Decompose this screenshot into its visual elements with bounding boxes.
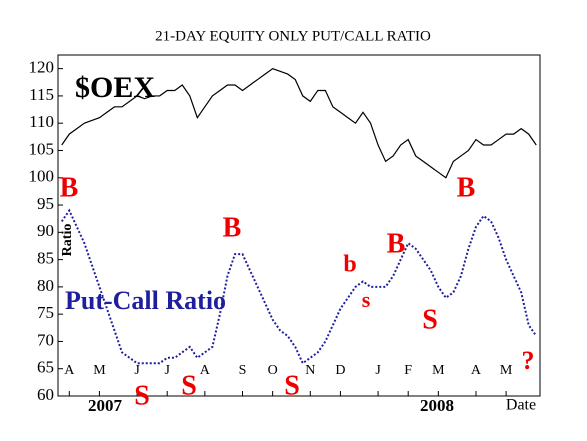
x-tick-label: D xyxy=(335,363,345,378)
y-tick-label: 70 xyxy=(37,330,54,349)
legend-entry: $OEX xyxy=(75,71,155,104)
chart-title: 21-DAY EQUITY ONLY PUT/CALL RATIO xyxy=(155,28,431,44)
data-line xyxy=(60,208,538,365)
y-tick-label: 105 xyxy=(29,139,55,158)
y-tick-label: 115 xyxy=(29,85,54,104)
x-tick-label: J xyxy=(134,363,140,378)
annotation: B xyxy=(387,228,406,259)
year-label: 2007 xyxy=(88,396,123,415)
y-tick-label: 85 xyxy=(37,249,54,268)
y-tick-label: 90 xyxy=(37,221,54,240)
annotation: s xyxy=(362,287,371,312)
x-tick-label: A xyxy=(471,363,482,378)
x-tick-label: A xyxy=(64,363,75,378)
x-tick-label: S xyxy=(239,363,247,378)
x-tick-label: O xyxy=(268,363,278,378)
annotation: ? xyxy=(522,346,535,375)
legend-entry: Put-Call Ratio xyxy=(65,286,226,315)
annotation: S xyxy=(134,380,150,411)
y-tick-label: 120 xyxy=(29,58,55,77)
y-tick-label: 95 xyxy=(37,194,54,213)
y-tick-label: 110 xyxy=(29,112,54,131)
data-line xyxy=(61,67,537,179)
y-tick-label: 80 xyxy=(37,276,54,295)
x-tick-label: F xyxy=(404,363,412,378)
y-tick-label: 75 xyxy=(37,303,54,322)
y-tick-label: 65 xyxy=(37,358,54,377)
x-tick-label: J xyxy=(375,363,381,378)
x-tick-label: M xyxy=(432,363,445,378)
annotation: B xyxy=(60,172,79,203)
x-tick-label: N xyxy=(305,363,315,378)
y-axis-label: Ratio xyxy=(60,224,75,257)
year-label: 2008 xyxy=(420,396,454,415)
annotation: S xyxy=(284,370,300,401)
annotation: S xyxy=(181,370,197,401)
y-tick-label: 100 xyxy=(29,167,55,186)
x-axis-label: Date xyxy=(506,397,536,414)
annotation: b xyxy=(343,252,356,278)
x-tick-label: A xyxy=(200,363,211,378)
annotation: B xyxy=(223,212,242,243)
annotation: B xyxy=(457,172,476,203)
annotation: S xyxy=(422,304,438,335)
y-tick-label: 60 xyxy=(37,385,54,404)
x-tick-label: J xyxy=(164,363,170,378)
x-tick-label: M xyxy=(500,363,513,378)
plot-frame xyxy=(57,54,541,397)
x-tick-label: M xyxy=(93,363,106,378)
